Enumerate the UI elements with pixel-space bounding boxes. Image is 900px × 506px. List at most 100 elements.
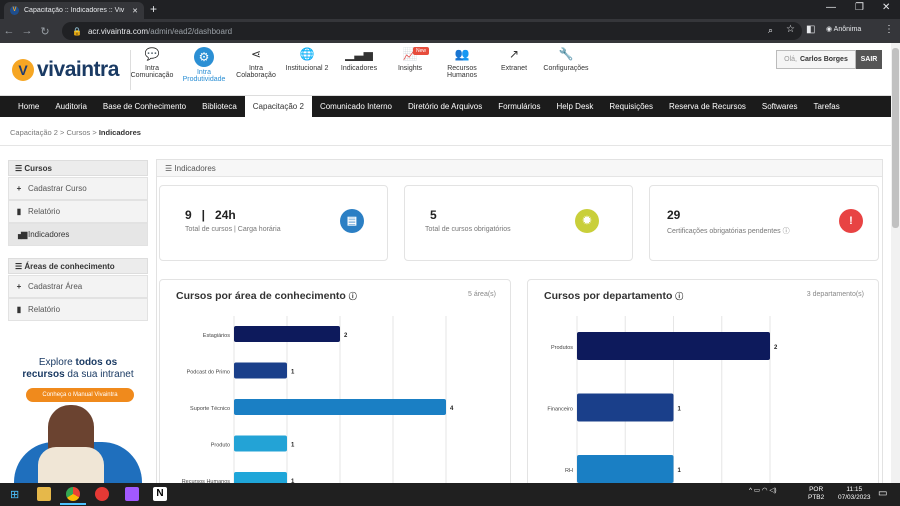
menu-item-softwares[interactable]: Softwares (761, 102, 798, 111)
new-tab-button[interactable]: + (150, 2, 158, 16)
menu-item-reserva-recursos[interactable]: Reserva de Recursos (668, 102, 746, 111)
clock[interactable]: 11:15 07/03/2023 (838, 486, 871, 502)
promo-banner: Explore todos os recursos da sua intranet… (8, 347, 148, 502)
card-value: 5 (430, 208, 437, 222)
topnav-configuracoes[interactable]: 🔧 Configurações (538, 47, 594, 72)
breadcrumb-capacitacao[interactable]: Capacitação 2 (10, 128, 58, 137)
reload-icon[interactable]: ↻ (40, 25, 50, 38)
sidebar-item-label: Relatório (28, 207, 61, 216)
sidebar-areas-header: ☰ Áreas de conhecimento (8, 258, 148, 274)
chart-bar[interactable] (577, 332, 770, 360)
new-badge: New (413, 47, 430, 55)
topnav-insights[interactable]: 📈 Insights (382, 47, 438, 72)
profile-avatar-icon: ◉ (826, 26, 834, 33)
menu-item-base-conhecimento[interactable]: Base de Conhecimento (102, 102, 187, 111)
minimize-icon[interactable]: — (826, 2, 836, 13)
topnav-intra-produtividade[interactable]: ⚙ Intra Produtividade (176, 47, 232, 83)
external-link-icon: ↗ (508, 47, 520, 61)
menu-item-comunicado-interno[interactable]: Comunicado Interno (319, 102, 392, 111)
chart-value-label: 1 (678, 407, 682, 413)
topnav-extranet[interactable]: ↗ Extranet (486, 47, 542, 72)
tab-close-icon[interactable]: ✕ (132, 7, 138, 15)
topnav-label: Indicadores (340, 65, 378, 72)
vivaintra-logo[interactable]: V vivaintra (12, 58, 119, 82)
user-name: Carlos Borges (799, 56, 848, 63)
bar-chart-icon: ▗▆ (15, 230, 28, 239)
topnav-label: Extranet (500, 65, 528, 72)
windows-start-icon[interactable]: ⊞ (10, 489, 20, 501)
promo-manual-button[interactable]: Conheça o Manual Vivaintra (26, 388, 134, 402)
topnav-intra-comunicacao[interactable]: 💬 Intra Comunicação (124, 47, 180, 79)
promo-person-shirt (38, 447, 104, 483)
menu-item-capacitacao-2[interactable]: Capacitação 2 (244, 96, 312, 117)
panel-header: ☰ Indicadores (157, 160, 882, 177)
chevron-up-icon: ^ (749, 487, 753, 494)
close-window-icon[interactable]: ✕ (882, 2, 891, 13)
chart-area-svg: Estagiários 2 Podcast do Primo 1 Suporte Téc… (182, 316, 454, 488)
topnav-intra-colaboracao[interactable]: ⋖ Intra Colaboração (228, 47, 284, 79)
sidebar-item-cadastrar-curso[interactable]: + Cadastrar Curso (8, 177, 148, 200)
notion-icon[interactable]: N (153, 487, 167, 501)
topnav-label: Intra Produtividade (182, 69, 226, 83)
scrollbar-thumb[interactable] (892, 48, 899, 228)
menu-item-formularios[interactable]: Formulários (498, 102, 541, 111)
bookmark-star-icon[interactable]: ☆ (786, 24, 795, 35)
document-icon: ▮ (16, 207, 22, 216)
language-indicator[interactable]: POR PTB2 (808, 486, 825, 501)
list-icon: ☰ (165, 164, 175, 173)
chart-bar[interactable] (234, 399, 446, 415)
restore-icon[interactable]: ❐ (855, 2, 864, 13)
chart-bar[interactable] (577, 455, 674, 483)
menu-item-home[interactable]: Home (18, 102, 40, 111)
menu-item-tarefas[interactable]: Tarefas (813, 102, 840, 111)
chart-bar[interactable] (234, 326, 340, 342)
side-panel-icon[interactable]: ◧ (806, 24, 816, 35)
chart-bar[interactable] (577, 393, 674, 422)
menu-item-diretorio-arquivos[interactable]: Diretório de Arquivos (407, 102, 483, 111)
page-scrollbar[interactable] (891, 43, 900, 483)
url-field[interactable]: 🔒 acr.vivaintra.com/admin/ead2/dashboard (62, 22, 802, 40)
gears-icon: ⚙ (194, 47, 214, 67)
file-explorer-icon[interactable] (37, 487, 51, 501)
user-greeting[interactable]: Olá, Carlos Borges (776, 50, 856, 69)
menu-item-biblioteca[interactable]: Biblioteca (202, 102, 237, 111)
topnav-label: Intra Colaboração (236, 65, 276, 79)
breadcrumb-cursos[interactable]: Cursos (66, 128, 91, 137)
notifications-icon[interactable]: ▭ (878, 488, 888, 499)
chat-icon: 💬 (144, 47, 160, 61)
browser-tab[interactable]: V Capacitação :: Indicadores :: Viv ✕ (4, 2, 144, 19)
figma-icon[interactable] (125, 487, 139, 501)
menu-item-requisicoes[interactable]: Requisições (609, 102, 653, 111)
header-divider (130, 50, 131, 90)
menu-item-help-desk[interactable]: Help Desk (556, 102, 594, 111)
document-icon: ▮ (16, 305, 22, 314)
browser-menu-icon[interactable]: ⋮ (884, 24, 894, 35)
volume-icon: ◁) (769, 487, 777, 494)
chart-value-label: 2 (774, 345, 778, 351)
sidebar-item-relatorio[interactable]: ▮ Relatório (8, 200, 148, 223)
logout-button[interactable]: SAIR (856, 50, 882, 69)
sidebar-item-indicadores[interactable]: ▗▆ Indicadores (8, 223, 148, 246)
menu-item-auditoria[interactable]: Auditoria (55, 102, 87, 111)
topnav-recursos-humanos[interactable]: 👥 Recursos Humanos (434, 47, 490, 79)
system-tray[interactable]: ^ ▭ ◠ ◁) (749, 486, 777, 494)
youtube-music-icon[interactable] (95, 487, 109, 501)
zoom-search-icon[interactable]: ⌕ (768, 25, 774, 35)
chrome-icon[interactable] (66, 487, 80, 501)
chart-bar[interactable] (234, 435, 287, 452)
topnav-institucional[interactable]: 🌐 Institucional 2 (279, 47, 335, 72)
chart-title: Cursos por departamento ⓘ (544, 290, 684, 302)
chart-departamento: Cursos por departamento ⓘ 3 departamento… (527, 279, 879, 489)
chart-bar[interactable] (234, 362, 287, 379)
chart-value-label: 1 (678, 468, 682, 474)
promo-text: Explore todos os recursos da sua intranet (22, 357, 134, 380)
profile-button[interactable]: ◉ Anônima (826, 25, 861, 33)
topnav-indicadores[interactable]: ▁▃▅ Indicadores (331, 47, 387, 72)
chart-value-label: 2 (344, 333, 348, 339)
forward-icon[interactable]: → (21, 25, 33, 37)
sidebar-item-relatorio-areas[interactable]: ▮ Relatório (8, 298, 148, 321)
sidebar-item-cadastrar-area[interactable]: + Cadastrar Área (8, 275, 148, 298)
back-icon[interactable]: ← (3, 25, 15, 37)
book-icon: ▤ (340, 209, 364, 233)
chart-count: 5 área(s) (467, 291, 496, 298)
